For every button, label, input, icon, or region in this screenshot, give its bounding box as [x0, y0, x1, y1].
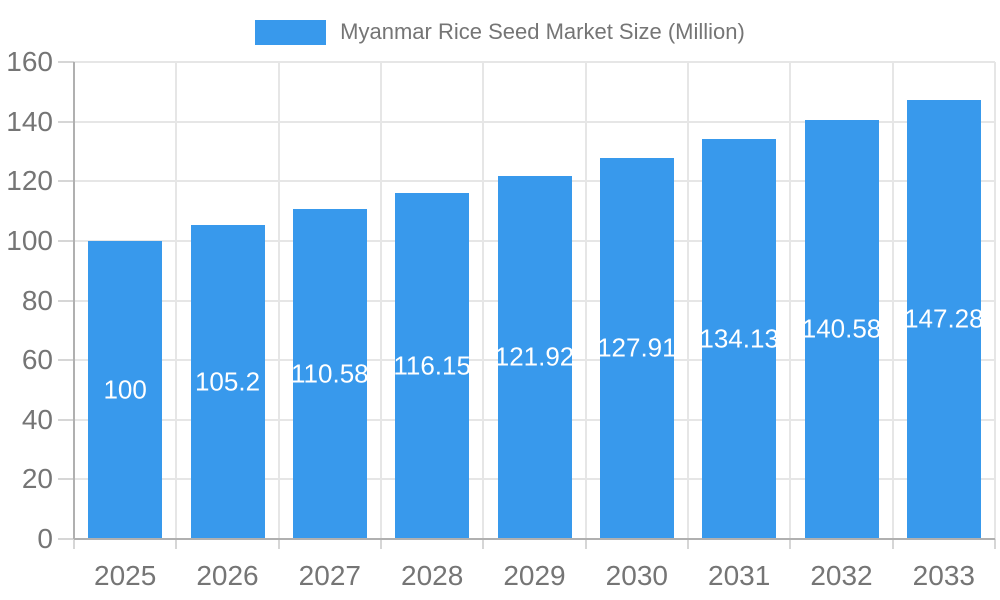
bar[interactable] — [497, 175, 572, 539]
y-tick-label: 120 — [6, 165, 53, 197]
bar-value-label: 140.58 — [801, 313, 882, 344]
y-tick-label: 160 — [6, 46, 53, 77]
x-axis-tick — [687, 539, 689, 549]
bar-value-label: 100 — [103, 374, 147, 405]
bar[interactable] — [804, 119, 879, 539]
x-axis-tick — [175, 539, 178, 549]
x-axis-tick — [584, 539, 587, 549]
x-tick-label: 2027 — [298, 560, 361, 591]
bar[interactable] — [292, 209, 367, 539]
x-tick-label: 2026 — [196, 560, 259, 591]
v-gridline — [380, 62, 382, 539]
legend-label: Myanmar Rice Seed Market Size (Million) — [340, 19, 745, 44]
v-gridline — [277, 62, 280, 539]
bar-value-label: 134.13 — [699, 323, 779, 354]
bar[interactable] — [599, 157, 674, 539]
bar-value-label: 127.91 — [597, 332, 677, 363]
y-tick-label: 100 — [6, 224, 53, 256]
v-gridline — [891, 62, 894, 539]
v-gridline — [687, 62, 689, 539]
y-axis-tick — [58, 538, 74, 540]
x-axis-tick — [73, 539, 75, 549]
x-tick-label: 2028 — [401, 560, 464, 591]
y-tick-label: 20 — [21, 463, 53, 495]
legend[interactable]: Myanmar Rice Seed Market Size (Million) — [0, 19, 1000, 45]
y-tick-label: 0 — [37, 523, 53, 554]
y-tick-label: 60 — [21, 344, 53, 376]
v-gridline — [789, 62, 792, 539]
bar-value-label: 116.15 — [393, 350, 471, 381]
y-axis-tick — [58, 61, 74, 63]
x-tick-label: 2033 — [912, 560, 975, 591]
x-axis-tick — [380, 539, 382, 549]
bar-value-label: 105.2 — [194, 366, 261, 397]
bar[interactable] — [395, 192, 470, 539]
y-axis-tick — [58, 239, 74, 242]
bar[interactable] — [190, 225, 265, 539]
y-tick-label: 140 — [6, 105, 53, 137]
y-axis-tick — [58, 299, 74, 302]
x-axis-tick — [277, 539, 280, 549]
x-axis-tick — [891, 539, 894, 549]
y-axis-line — [73, 62, 75, 539]
y-tick-label: 40 — [21, 403, 53, 435]
x-tick-label: 2025 — [94, 560, 157, 591]
y-axis-tick — [58, 478, 74, 481]
x-tick-label: 2030 — [605, 560, 668, 591]
y-axis-tick — [58, 180, 74, 183]
v-gridline — [584, 62, 587, 539]
bar-value-label: 121.92 — [494, 341, 575, 372]
y-axis-tick — [58, 359, 74, 362]
bar[interactable] — [702, 139, 777, 539]
v-gridline — [482, 62, 485, 539]
x-axis-tick — [482, 539, 485, 549]
x-axis-line — [74, 538, 995, 540]
x-axis-tick — [789, 539, 792, 549]
bar-value-label: 147.28 — [904, 303, 984, 334]
bar[interactable] — [906, 99, 981, 539]
x-axis-tick — [994, 539, 996, 549]
h-gridline — [74, 120, 995, 123]
y-axis-tick — [58, 120, 74, 123]
h-gridline — [74, 61, 995, 63]
x-tick-label: 2032 — [810, 560, 873, 591]
y-tick-label: 80 — [21, 284, 53, 316]
x-tick-label: 2029 — [503, 560, 566, 591]
y-axis-tick — [58, 418, 74, 421]
x-tick-label: 2031 — [708, 560, 771, 591]
bar[interactable] — [88, 240, 163, 539]
v-gridline — [994, 62, 996, 539]
legend-swatch-icon — [255, 19, 327, 45]
v-gridline — [175, 62, 178, 539]
plot-area: 0 20 40 60 80 100 120 140 160 100 2025 105.2 2026 110… — [6, 48, 996, 591]
bar-value-label: 110.58 — [291, 358, 369, 389]
